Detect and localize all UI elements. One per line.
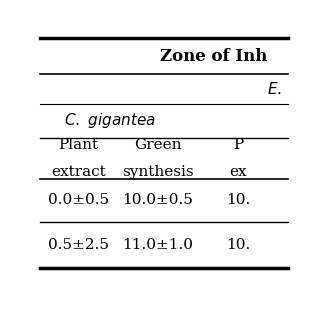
Text: 11.0±1.0: 11.0±1.0 bbox=[122, 238, 193, 252]
Text: synthesis: synthesis bbox=[122, 165, 194, 179]
Text: Zone of Inh: Zone of Inh bbox=[160, 48, 267, 65]
Text: 10.: 10. bbox=[226, 193, 251, 207]
Text: $C.\ gigantea$: $C.\ gigantea$ bbox=[64, 111, 155, 131]
Text: 0.0±0.5: 0.0±0.5 bbox=[48, 193, 109, 207]
Text: P: P bbox=[233, 138, 244, 152]
Text: extract: extract bbox=[51, 165, 106, 179]
Text: Plant: Plant bbox=[58, 138, 99, 152]
Text: ex: ex bbox=[229, 165, 247, 179]
Text: $E.$: $E.$ bbox=[267, 81, 282, 97]
Text: 0.5±2.5: 0.5±2.5 bbox=[48, 238, 109, 252]
Text: 10.: 10. bbox=[226, 238, 251, 252]
Text: Green: Green bbox=[134, 138, 181, 152]
Text: 10.0±0.5: 10.0±0.5 bbox=[122, 193, 193, 207]
